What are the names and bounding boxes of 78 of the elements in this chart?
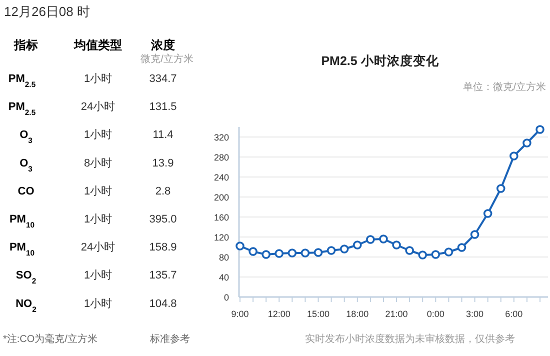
y-tick-label: 160 — [214, 212, 229, 222]
category-label: PM$_{2.5}$ — [8, 73, 36, 88]
y-tick-label: 240 — [214, 172, 229, 182]
point — [444, 248, 454, 256]
point — [392, 240, 401, 250]
text: 24小时 — [80, 242, 116, 254]
text: 334.7 — [149, 73, 177, 85]
y-tick-label: 0 — [224, 292, 229, 302]
point — [288, 248, 297, 258]
category-label: NO$_{2}$ — [16, 298, 36, 314]
chart-title: PM2.5 小时浓度变化 — [321, 53, 440, 68]
y-tick-label: 280 — [214, 152, 229, 162]
text: 1小时 — [84, 214, 112, 226]
x-tick-label: 3:00 — [466, 309, 484, 319]
text: 均值类型 — [73, 38, 122, 52]
point — [457, 243, 466, 252]
text: 135.7 — [149, 270, 177, 282]
x-tick-label: 0:00 — [426, 309, 444, 319]
x-tick-label: 6:00 — [505, 309, 523, 319]
point — [510, 152, 518, 160]
category-label: O$_{3}$ — [20, 129, 32, 145]
point — [314, 248, 323, 257]
point — [431, 250, 440, 259]
point — [326, 246, 336, 255]
text: 1小时 — [84, 129, 112, 142]
point — [366, 235, 375, 244]
point — [262, 250, 270, 259]
point — [274, 249, 284, 258]
category-label: CO — [18, 185, 35, 198]
point — [405, 246, 414, 255]
y-tick-label: 40 — [218, 272, 229, 282]
text: 浓度 — [150, 38, 175, 52]
point — [379, 234, 388, 244]
text: 微克/立方米 — [140, 53, 194, 65]
category-label: O$_{3}$ — [20, 157, 32, 173]
category-label: PM$_{2.5}$ — [8, 101, 36, 117]
point — [236, 242, 244, 250]
text: 1小时 — [84, 185, 112, 198]
point — [496, 184, 506, 193]
text: *注:CO为毫克/立方米 — [3, 333, 98, 345]
point — [470, 230, 480, 239]
text: 395.0 — [149, 214, 177, 226]
text: 标准参考 — [149, 333, 190, 345]
category-label: PM$_{10}$ — [9, 242, 35, 258]
point — [536, 125, 544, 134]
text: 104.8 — [149, 298, 177, 310]
y-tick-label: 120 — [214, 232, 229, 242]
point — [340, 244, 349, 254]
point — [483, 209, 492, 218]
text: 1小时 — [84, 298, 112, 310]
point — [352, 240, 362, 250]
text: 12月26日08 时 — [4, 4, 90, 19]
text: 24小时 — [80, 101, 116, 114]
x-tick-label: 18:00 — [346, 309, 369, 319]
text: 8小时 — [84, 157, 112, 170]
point — [300, 248, 310, 258]
category-label: SO$_{2}$ — [16, 270, 36, 286]
x-tick-label: 21:00 — [385, 309, 408, 319]
y-tick-label: 80 — [218, 252, 229, 262]
y-tick-label: 320 — [214, 132, 229, 142]
text: 11.4 — [152, 129, 174, 142]
text: 1小时 — [84, 270, 112, 282]
text: 指标 — [13, 38, 38, 52]
x-tick-label: 9:00 — [231, 309, 249, 319]
point — [522, 138, 532, 148]
point — [248, 247, 258, 256]
y-tick-label: 200 — [214, 192, 229, 202]
text: 158.9 — [149, 242, 177, 254]
x-tick-label: 15:00 — [306, 309, 330, 319]
text: 实时发布小时浓度数据为未审核数据，仅供参考 — [305, 333, 515, 345]
text: 13.9 — [152, 157, 174, 170]
text: 131.5 — [149, 101, 177, 114]
text: 2.8 — [155, 185, 171, 198]
chart-subtitle: 单位：微克/立方米 — [463, 81, 546, 93]
point — [418, 250, 428, 260]
text: 1小时 — [84, 73, 112, 85]
x-tick-label: 12:00 — [268, 309, 290, 319]
category-label: PM$_{10}$ — [9, 214, 35, 229]
